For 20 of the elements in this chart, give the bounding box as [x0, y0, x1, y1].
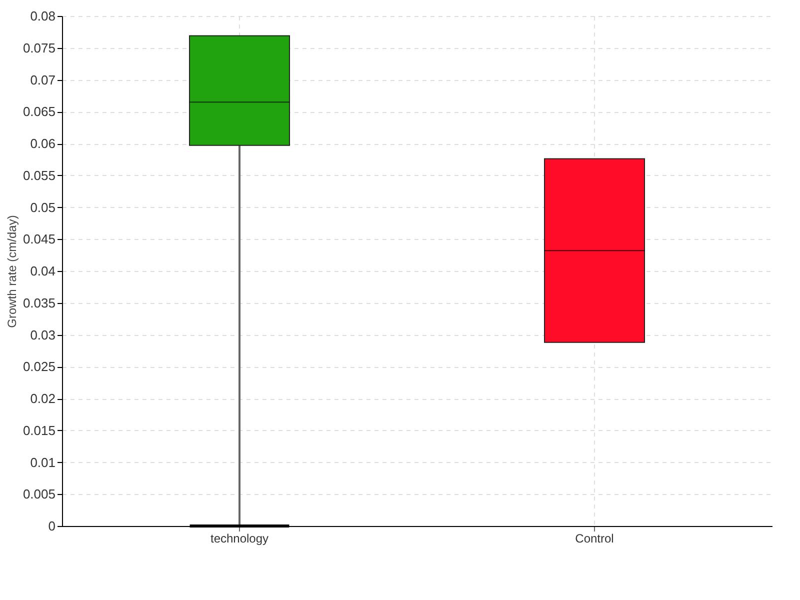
- y-tick-label: 0.005: [22, 486, 56, 502]
- y-tick-label: 0.075: [22, 40, 56, 56]
- x-tick-label: Control: [575, 532, 614, 546]
- y-tick-label: 0.055: [22, 168, 56, 183]
- y-tick-label: 0.04: [30, 264, 56, 278]
- y-tick-label: 0.045: [22, 232, 56, 247]
- y-tick-label: 0.025: [22, 359, 56, 374]
- y-tick-label: 0.05: [30, 200, 56, 215]
- y-tick-label: 0: [48, 518, 56, 534]
- y-tick-label: 0.035: [22, 295, 56, 310]
- y-tick-label: 0.01: [30, 454, 56, 470]
- y-tick-label: 0.03: [30, 327, 56, 342]
- y-tick-label: 0.015: [22, 422, 56, 438]
- x-tick-label: technology: [210, 532, 269, 546]
- y-tick-label: 0.07: [30, 72, 56, 88]
- y-tick-label: 0.08: [30, 8, 56, 24]
- y-axis-title: Growth rate (cm/day): [4, 215, 19, 328]
- y-tick-label: 0.06: [30, 136, 56, 151]
- y-tick-label: 0.02: [30, 391, 56, 406]
- y-tick-label: 0.065: [22, 104, 56, 120]
